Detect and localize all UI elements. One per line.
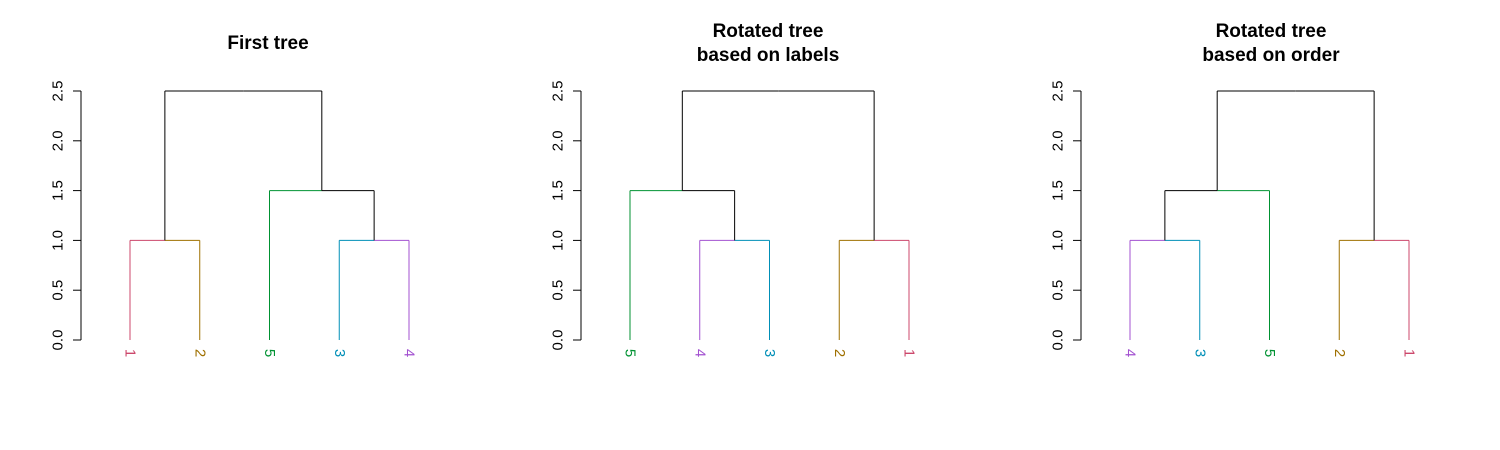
y-tick-label: 0.0 bbox=[1050, 330, 1067, 351]
y-tick-label: 1.0 bbox=[50, 230, 67, 251]
y-tick-label: 2.5 bbox=[1050, 81, 1067, 102]
leaf-label: 2 bbox=[1331, 349, 1348, 357]
y-tick-label: 2.0 bbox=[50, 130, 67, 151]
leaf-label: 1 bbox=[901, 349, 918, 357]
leaf-label: 5 bbox=[1261, 349, 1278, 357]
y-tick-label: 0.0 bbox=[550, 330, 567, 351]
y-tick-label: 2.0 bbox=[550, 130, 567, 151]
leaf-label: 1 bbox=[122, 349, 139, 357]
y-tick-label: 0.0 bbox=[50, 330, 67, 351]
y-tick-label: 0.5 bbox=[550, 280, 567, 301]
chart-title-line: Rotated tree bbox=[1216, 21, 1327, 42]
leaf-label: 2 bbox=[191, 349, 208, 357]
y-tick-label: 2.5 bbox=[50, 81, 67, 102]
chart-title-line: Rotated tree bbox=[713, 21, 824, 42]
leaf-label: 2 bbox=[831, 349, 848, 357]
y-tick-label: 1.5 bbox=[50, 180, 67, 201]
chart-title-line: based on order bbox=[1202, 45, 1340, 66]
leaf-label: 1 bbox=[1401, 349, 1418, 357]
leaf-label: 3 bbox=[761, 349, 778, 357]
y-tick-label: 2.5 bbox=[550, 81, 567, 102]
leaf-label: 3 bbox=[1191, 349, 1208, 357]
y-tick-label: 0.5 bbox=[1050, 280, 1067, 301]
y-tick-label: 1.0 bbox=[550, 230, 567, 251]
leaf-label: 4 bbox=[691, 349, 708, 357]
y-tick-label: 1.5 bbox=[1050, 180, 1067, 201]
chart-title-line: based on labels bbox=[697, 45, 840, 66]
leaf-label: 4 bbox=[401, 349, 418, 357]
y-tick-label: 1.0 bbox=[1050, 230, 1067, 251]
leaf-label: 3 bbox=[331, 349, 348, 357]
y-tick-label: 2.0 bbox=[1050, 130, 1067, 151]
leaf-label: 5 bbox=[622, 349, 639, 357]
y-tick-label: 1.5 bbox=[550, 180, 567, 201]
y-tick-label: 0.5 bbox=[50, 280, 67, 301]
leaf-label: 5 bbox=[261, 349, 278, 357]
chart-title-line: First tree bbox=[227, 33, 308, 54]
leaf-label: 4 bbox=[1122, 349, 1139, 357]
